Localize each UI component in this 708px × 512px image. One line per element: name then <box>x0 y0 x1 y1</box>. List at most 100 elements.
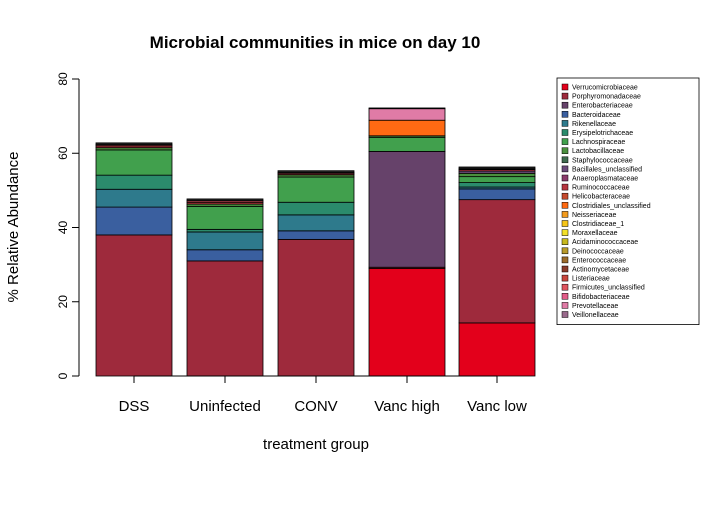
legend-swatch <box>561 192 569 200</box>
legend-swatch <box>561 211 569 218</box>
bar-segment <box>277 176 355 203</box>
bar-segment <box>458 182 536 188</box>
legend-item: Moraxellaceae <box>561 229 618 237</box>
bar-segment-top <box>186 198 264 202</box>
legend-item: Deinococcaceae <box>561 247 624 255</box>
legend-label: Erysipelotrichaceae <box>572 130 633 137</box>
bar-segment <box>458 188 536 201</box>
legend-swatch <box>561 129 569 136</box>
legend-swatch <box>561 202 569 209</box>
bar-segment <box>458 172 536 178</box>
legend-label: Rikenellaceae <box>572 121 616 128</box>
legend-item: Anaeroplasmataceae <box>561 174 638 183</box>
bar-segment <box>458 322 536 377</box>
legend-item: Porphyromonadaceae <box>561 92 641 101</box>
legend-label: Helicobacteraceae <box>572 194 630 201</box>
legend-box <box>556 77 700 326</box>
legend-swatch <box>561 147 569 154</box>
legend-label: Acidaminococcaceae <box>572 239 638 246</box>
legend: Verrucomicrobiaceae Porphyromonadaceae Ent… <box>556 77 700 326</box>
legend-item: Ruminococcaceae <box>561 183 630 192</box>
chart-title: Microbial communities in mice on day 10 <box>150 33 481 52</box>
legend-label: Bacillales_unclassified <box>572 166 642 173</box>
bar-segment <box>186 205 264 230</box>
legend-swatch <box>561 156 569 164</box>
legend-label: Veillonellaceae <box>572 312 619 319</box>
legend-swatch <box>561 111 569 118</box>
legend-item: Firmicutes_unclassified <box>561 283 645 292</box>
legend-label: Bifidobacteriaceae <box>572 294 630 301</box>
bar-segment <box>368 119 446 137</box>
legend-item: Erysipelotrichaceae <box>561 129 633 137</box>
legend-swatch <box>561 283 569 291</box>
bar-stack-1 <box>186 198 264 377</box>
legend-swatch <box>561 138 569 145</box>
legend-item: Neisseriaceae <box>561 211 616 219</box>
category-label: Uninfected <box>189 398 261 415</box>
bar-segment <box>95 206 173 236</box>
bar-segment-top <box>458 166 536 170</box>
bar-segment <box>368 150 446 268</box>
bar-segment <box>368 267 446 377</box>
legend-swatch <box>561 256 569 264</box>
legend-label: Ruminococcaceae <box>572 185 630 192</box>
legend-item: Actinomycetaceae <box>561 265 629 274</box>
legend-swatch <box>561 274 569 282</box>
bar-segment <box>277 230 355 240</box>
y-tick-label: 20 <box>56 295 70 309</box>
legend-label: Verrucomicrobiaceae <box>572 85 638 92</box>
legend-item: Verrucomicrobiaceae <box>561 83 638 92</box>
bar-segment <box>95 234 173 377</box>
legend-label: Enterobacteriaceae <box>572 103 633 110</box>
x-axis-label: treatment group <box>263 436 369 453</box>
bar-segment <box>458 176 536 183</box>
legend-item: Enterococcaceae <box>561 256 626 264</box>
legend-swatch <box>561 311 569 318</box>
legend-label: Clostridiaceae_1 <box>572 221 624 228</box>
bar-segment <box>186 260 264 377</box>
legend-swatch <box>561 229 569 236</box>
legend-label: Neisseriaceae <box>572 212 616 219</box>
legend-swatch <box>561 238 569 245</box>
legend-item: Veillonellaceae <box>561 311 619 319</box>
legend-item: Rikenellaceae <box>561 120 616 128</box>
legend-swatch <box>561 83 569 91</box>
bar-segment-top <box>95 142 173 146</box>
bar-segment <box>368 108 446 121</box>
bar-stack-3 <box>368 107 446 377</box>
legend-swatch <box>561 265 569 273</box>
legend-item: Lactobacillaceae <box>561 147 624 155</box>
y-axis: 0 20 40 60 80 <box>56 72 80 379</box>
legend-label: Lactobacillaceae <box>572 148 624 155</box>
legend-item: Bifidobacteriaceae <box>561 293 630 301</box>
bar-segment <box>368 136 446 152</box>
legend-swatch <box>561 92 569 100</box>
legend-swatch <box>561 101 569 109</box>
y-tick-label: 80 <box>56 72 70 86</box>
bar-segment <box>458 199 536 324</box>
legend-item: Clostridiaceae_1 <box>561 220 624 228</box>
legend-item: Bacteroidaceae <box>561 111 621 119</box>
legend-label: Anaeroplasmataceae <box>572 176 638 183</box>
legend-item: Helicobacteraceae <box>561 192 630 201</box>
category-label: CONV <box>294 398 337 415</box>
legend-label: Moraxellaceae <box>572 230 618 237</box>
bar-stack-4 <box>458 166 536 377</box>
legend-item: Prevotellaceae <box>561 302 618 310</box>
legend-label: Deinococcaceae <box>572 248 624 255</box>
legend-item: Listeriaceae <box>561 274 610 283</box>
legend-label: Enterococcaceae <box>572 257 626 264</box>
legend-label: Clostridiales_unclassified <box>572 203 651 210</box>
y-tick-label: 40 <box>56 221 70 235</box>
category-label: Vanc high <box>374 398 440 415</box>
legend-label: Lachnospiraceae <box>572 139 625 146</box>
y-axis-label: % Relative Abundance <box>5 152 22 303</box>
bar-segment <box>277 238 355 377</box>
legend-swatch <box>561 293 569 300</box>
x-axis: DSS Uninfected CONV Vanc high Vanc low <box>119 375 527 415</box>
legend-item: Clostridiales_unclassified <box>561 202 651 210</box>
y-tick-label: 60 <box>56 146 70 160</box>
category-label: Vanc low <box>467 398 527 415</box>
legend-swatch <box>561 302 569 309</box>
legend-swatch <box>561 165 569 173</box>
